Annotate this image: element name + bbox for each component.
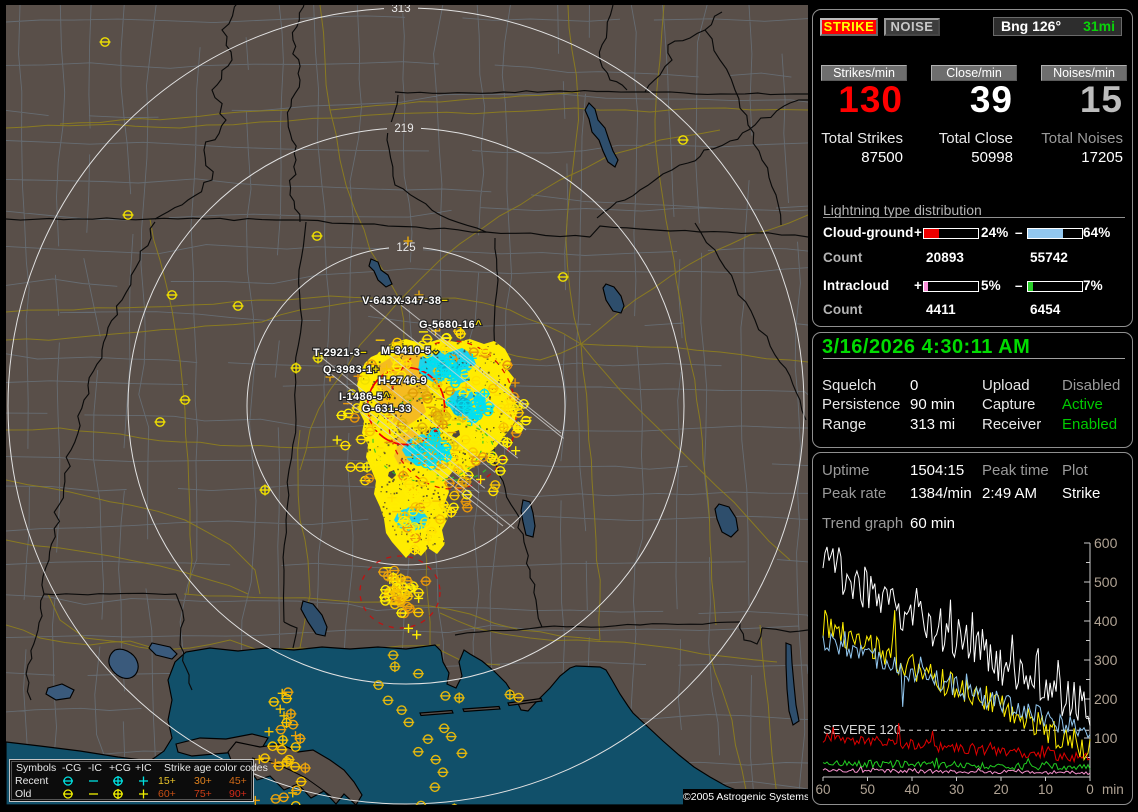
svg-text:X-347-38−: X-347-38−: [393, 295, 448, 307]
svg-text:G-631-33: G-631-33: [362, 403, 412, 415]
svg-text:H-2746-9: H-2746-9: [378, 375, 427, 387]
svg-text:313: 313: [391, 3, 410, 15]
svg-text:SEVERE 120: SEVERE 120: [823, 722, 901, 737]
svg-text:Q-3983-1+: Q-3983-1+: [323, 364, 380, 376]
svg-text:10: 10: [1038, 782, 1053, 797]
svg-text:125: 125: [396, 242, 415, 254]
svg-text:600: 600: [1094, 536, 1118, 551]
svg-text:60: 60: [815, 782, 830, 797]
svg-text:T-2921-3−: T-2921-3−: [313, 347, 367, 359]
svg-text:219: 219: [394, 123, 413, 135]
svg-text:300: 300: [1094, 652, 1118, 668]
svg-text:30: 30: [949, 782, 964, 797]
svg-text:I-1486-5^: I-1486-5^: [339, 391, 390, 403]
svg-text:200: 200: [1094, 691, 1118, 707]
svg-text:500: 500: [1094, 574, 1118, 590]
svg-text:0: 0: [1086, 782, 1094, 797]
svg-text:G-5680-16^: G-5680-16^: [419, 319, 482, 331]
svg-text:100: 100: [1094, 730, 1118, 746]
svg-text:400: 400: [1094, 613, 1118, 629]
svg-text:M-3410-5⌄: M-3410-5⌄: [381, 345, 441, 357]
svg-text:20: 20: [993, 782, 1008, 797]
svg-text:40: 40: [904, 782, 919, 797]
svg-text:50: 50: [860, 782, 875, 797]
svg-text:V-643-14: V-643-14: [362, 295, 410, 307]
svg-text:min: min: [1102, 782, 1124, 797]
